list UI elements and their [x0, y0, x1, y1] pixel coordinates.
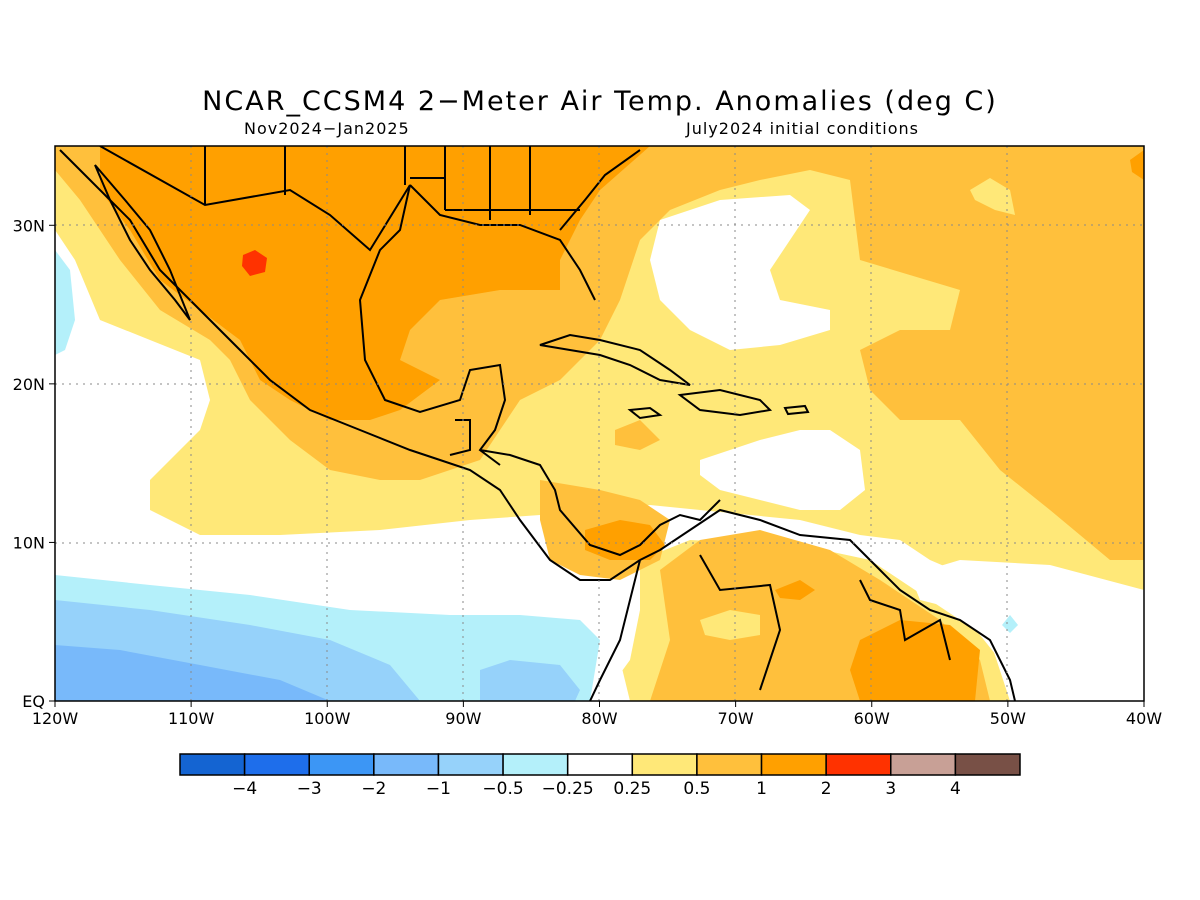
- coastlines: [59, 146, 1016, 701]
- colorbar-swatch: [179, 753, 246, 776]
- axis-labels: 120W 110W 100W 90W 80W 70W 60W 50W 40W EQ 10N 20N 30…: [13, 216, 1163, 728]
- lon-tick-label: 80W: [581, 709, 617, 728]
- anomaly-region-white-atlantic: [650, 195, 830, 350]
- lon-tick-label: 40W: [1126, 709, 1162, 728]
- lon-tick-label: 50W: [990, 709, 1026, 728]
- colorbar-swatch: [954, 753, 1021, 776]
- anomaly-fields: [55, 146, 1144, 701]
- coastline-baja: [94, 164, 191, 321]
- anomaly-region-light-orange-carib: [615, 420, 660, 450]
- lat-tick-label: EQ: [22, 692, 45, 711]
- anomaly-region-red: [242, 250, 267, 276]
- colorbar-label: 4: [950, 779, 961, 799]
- colorbar-swatch: [696, 753, 763, 776]
- lon-tick-label: 120W: [32, 709, 79, 728]
- anomaly-region-orange-venezuela: [775, 580, 815, 600]
- colorbar-swatch: [243, 753, 310, 776]
- forecast-period: Nov2024−Jan2025: [244, 119, 410, 138]
- anomaly-region-light-blue-2: [480, 660, 580, 701]
- lon-tick-label: 100W: [304, 709, 351, 728]
- colorbar-swatch: [308, 753, 375, 776]
- colorbar-swatch: [825, 753, 892, 776]
- coastline-south-america: [589, 508, 1016, 701]
- colorbar-label: 1: [756, 779, 767, 799]
- anomaly-region-cyan-diamond: [1002, 615, 1018, 633]
- colorbar-swatch: [502, 753, 569, 776]
- lat-tick-label: 30N: [13, 216, 45, 235]
- anomaly-region-blue: [55, 645, 330, 701]
- anomaly-region-white-pacific-coast: [600, 660, 630, 701]
- coastline-gulf: [358, 184, 596, 466]
- colorbar-label: −3: [297, 779, 322, 799]
- anomaly-region-white-caribbean: [700, 430, 865, 510]
- lon-tick-label: 90W: [445, 709, 481, 728]
- map-title: NCAR_CCSM4 2−Meter Air Temp. Anomalies (…: [202, 86, 998, 117]
- colorbar-label: 2: [821, 779, 832, 799]
- anomaly-region-light-cyan-north: [55, 250, 75, 355]
- coastline-hispaniola: [677, 388, 773, 417]
- colorbar-swatch: [566, 753, 634, 776]
- colorbar-swatch: [437, 753, 504, 776]
- anomaly-region-orange-guianas: [850, 620, 980, 701]
- colorbar-swatch: [631, 753, 698, 776]
- anomaly-region-yellow-sa: [700, 610, 760, 640]
- colorbar-swatch: [373, 753, 440, 776]
- colorbar-label: −1: [426, 779, 451, 799]
- colorbar-label: 0.25: [613, 779, 651, 799]
- colorbar-label: −4: [232, 779, 257, 799]
- border-us-states: [204, 146, 580, 220]
- border-guianas: [859, 579, 951, 661]
- colorbar: −4 −3 −2 −1 −0.5 −0.25 0.25 0.5 1 2 3 4: [179, 753, 1021, 799]
- lat-tick-label: 20N: [13, 375, 45, 394]
- coastline-cuba: [539, 333, 691, 386]
- anomaly-region-white-east: [910, 560, 1144, 701]
- lon-tick-label: 70W: [718, 709, 754, 728]
- colorbar-label: −2: [361, 779, 386, 799]
- colorbar-label: 0.5: [683, 779, 710, 799]
- lat-tick-label: 10N: [13, 533, 45, 552]
- colorbar-swatch: [760, 753, 827, 776]
- colorbar-label: 3: [885, 779, 896, 799]
- coastline-jamaica: [627, 406, 663, 420]
- anomaly-region-orange-east: [1130, 150, 1144, 180]
- border-us-mexico: [99, 146, 411, 252]
- coastline-central-america: [479, 449, 721, 557]
- initial-conditions: July2024 initial conditions: [686, 119, 919, 138]
- anomaly-region-yellow-patch: [970, 178, 1015, 215]
- coastline-mexico-pacific: [59, 149, 641, 581]
- coastline-puerto-rico: [783, 404, 810, 416]
- anomaly-region-orange: [100, 146, 650, 420]
- colorbar-swatch: [890, 753, 957, 776]
- coastline-us-east: [559, 149, 641, 231]
- colorbar-label: −0.25: [542, 779, 594, 799]
- lon-tick-label: 60W: [854, 709, 890, 728]
- border-venezuela: [699, 554, 782, 691]
- lon-tick-label: 110W: [168, 709, 215, 728]
- colorbar-label: −0.5: [482, 779, 523, 799]
- gridlines: [55, 146, 1144, 701]
